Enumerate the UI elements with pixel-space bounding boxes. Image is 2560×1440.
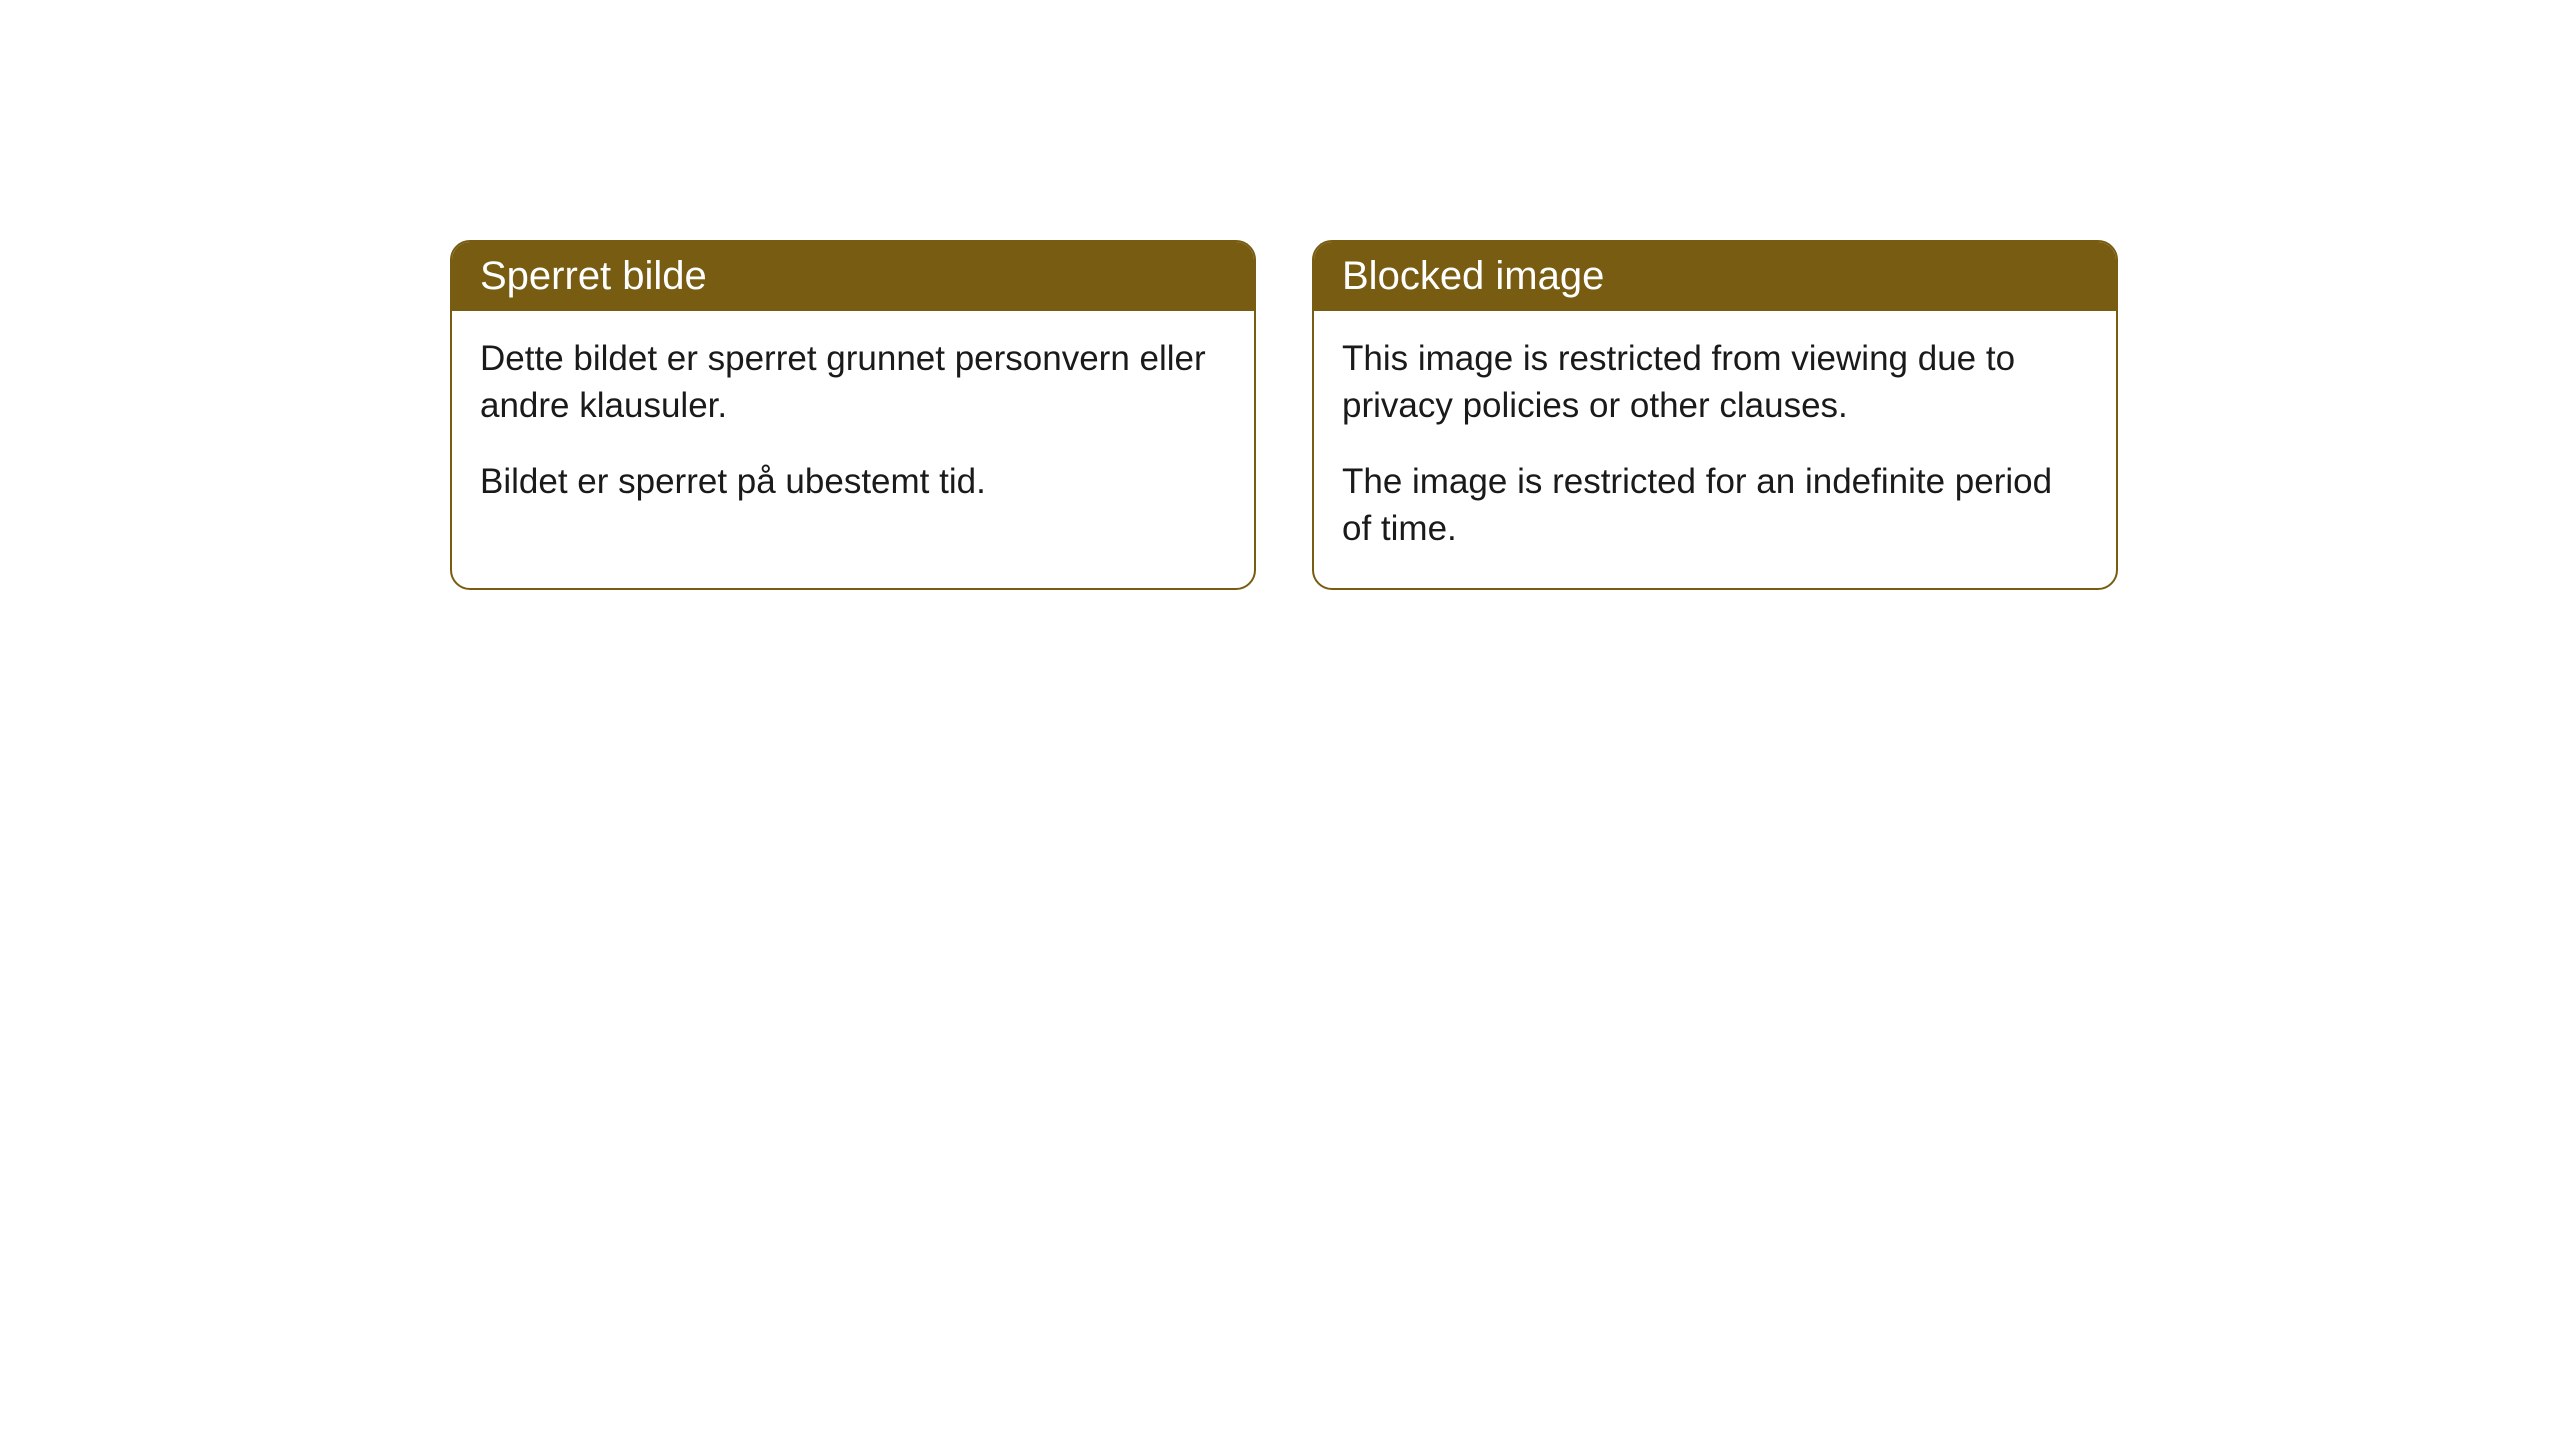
notice-paragraph: The image is restricted for an indefinit… (1342, 458, 2088, 553)
notices-container: Sperret bilde Dette bildet er sperret gr… (450, 240, 2118, 590)
notice-header-english: Blocked image (1314, 242, 2116, 311)
notice-card-norwegian: Sperret bilde Dette bildet er sperret gr… (450, 240, 1256, 590)
notice-paragraph: This image is restricted from viewing du… (1342, 335, 2088, 430)
notice-card-english: Blocked image This image is restricted f… (1312, 240, 2118, 590)
notice-paragraph: Bildet er sperret på ubestemt tid. (480, 458, 1226, 505)
notice-body-norwegian: Dette bildet er sperret grunnet personve… (452, 311, 1254, 541)
notice-title: Blocked image (1342, 254, 1604, 298)
notice-header-norwegian: Sperret bilde (452, 242, 1254, 311)
notice-paragraph: Dette bildet er sperret grunnet personve… (480, 335, 1226, 430)
notice-title: Sperret bilde (480, 254, 707, 298)
notice-body-english: This image is restricted from viewing du… (1314, 311, 2116, 588)
